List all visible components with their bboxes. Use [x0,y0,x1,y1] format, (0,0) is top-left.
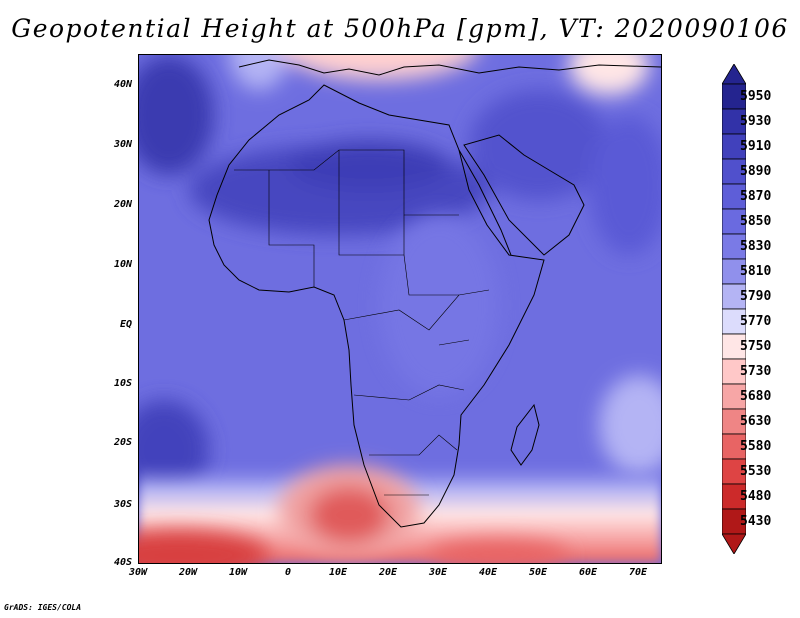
lon-label-20w: 20W [178,567,198,578]
lon-label-0: 0 [284,567,292,578]
lat-label-40s: 40S [113,557,132,568]
colorbar-label: 5630 [740,413,772,429]
country-borders [234,149,490,496]
low-height-areas [229,55,661,475]
lon-label-20e: 20E [378,567,398,578]
lat-label-20n: 20N [113,199,132,210]
colorbar [722,64,746,554]
lon-label-30w: 30W [128,567,148,578]
colorbar-box [722,183,746,210]
colorbar-box [722,108,746,135]
colorbar-box [722,358,746,385]
colorbar-label: 5680 [740,388,772,404]
colorbar-label: 5750 [740,338,772,354]
colorbar-label: 5850 [740,213,772,229]
lon-label-40e: 40E [478,567,498,578]
colorbar-label: 5910 [740,138,772,154]
colorbar-label: 5480 [740,488,772,504]
height-field-map [139,55,661,563]
colorbar-label: 5810 [740,263,772,279]
colorbar-box [722,458,746,485]
lat-label-30s: 30S [113,499,132,510]
lon-label-70e: 70E [628,567,648,578]
colorbar-label: 5830 [740,238,772,254]
colorbar-label: 5950 [740,88,772,104]
colorbar-top-arrow [722,64,746,85]
colorbar-box [722,408,746,435]
lon-label-60e: 60E [578,567,598,578]
colorbar-label: 5430 [740,513,772,529]
colorbar-label: 5790 [740,288,772,304]
colorbar-label: 5870 [740,188,772,204]
colorbar-label: 5890 [740,163,772,179]
lon-label-50e: 50E [528,567,548,578]
colorbar-bottom-arrow [722,533,746,554]
colorbar-label: 5530 [740,463,772,479]
colorbar-box [722,83,746,110]
lat-label-40n: 40N [113,79,132,90]
colorbar-box [722,508,746,535]
map-title: Geopotential Height at 500hPa [gpm], VT:… [11,14,789,43]
lon-label-10w: 10W [228,567,248,578]
red-sea-coastline [458,149,512,256]
colorbar-label: 5580 [740,438,772,454]
colorbar-box [722,208,746,235]
colorbar-boxes [722,64,746,554]
lat-label-20s: 20S [113,437,132,448]
map-panel[interactable] [138,54,662,564]
europe-coastline [238,59,661,76]
lon-label-30e: 30E [428,567,448,578]
africa-coastline [208,84,545,528]
colorbar-label: 5730 [740,363,772,379]
lon-label-10e: 10E [328,567,348,578]
lat-label-30n: 30N [113,139,132,150]
lat-label-eq: EQ [119,319,132,330]
southern-lows [139,465,569,563]
grads-credit: GrADS: IGES/COLA [4,603,82,612]
arabia-coastline [463,134,585,256]
colorbar-label: 5930 [740,113,772,129]
colorbar-label: 5770 [740,313,772,329]
colorbar-box [722,333,746,360]
lat-label-10n: 10N [113,259,132,270]
lat-label-10s: 10S [113,378,132,389]
madagascar-coastline [510,403,540,466]
coastlines [208,59,661,528]
